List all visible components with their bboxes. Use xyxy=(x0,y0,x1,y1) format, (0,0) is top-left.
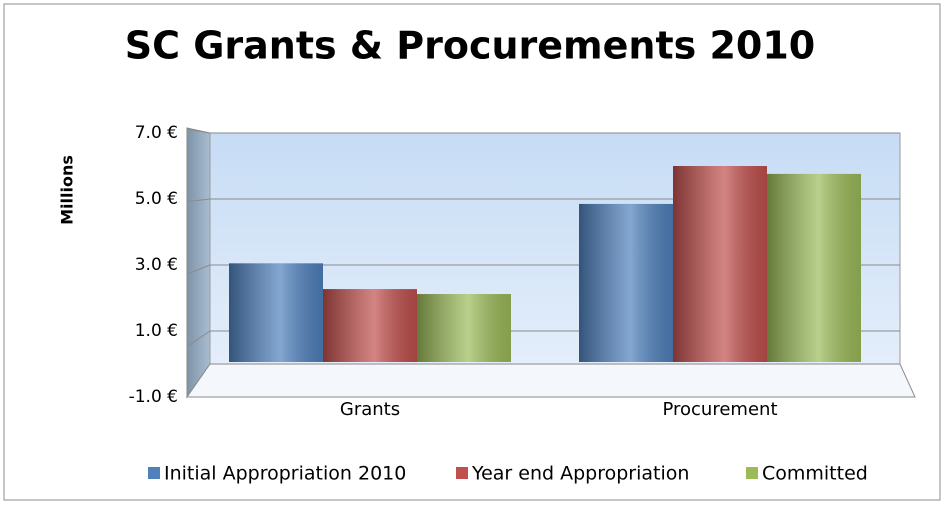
bar-group xyxy=(417,294,511,362)
legend-label: Committed xyxy=(762,463,868,485)
left-wall xyxy=(186,127,211,399)
legend-swatch xyxy=(456,467,468,479)
bar-shade xyxy=(417,294,511,362)
grid-line-side xyxy=(186,198,211,203)
bar-group xyxy=(673,166,767,362)
x-tick-label: Procurement xyxy=(662,399,777,420)
floor xyxy=(186,363,916,398)
grid-line-side xyxy=(186,330,211,348)
bar-group xyxy=(767,173,861,362)
grid-line-side xyxy=(186,264,211,275)
legend-swatch xyxy=(746,467,758,479)
y-tick-label: 1.0 € xyxy=(135,321,178,341)
chart-title: SC Grants & Procurements 2010 xyxy=(125,24,815,68)
legend-swatch xyxy=(148,467,160,479)
y-axis-label: Millions xyxy=(58,155,77,225)
bar-shade xyxy=(579,203,673,362)
bar-shade xyxy=(323,289,417,362)
y-tick-label: -1.0 € xyxy=(129,387,178,407)
y-tick-label: 3.0 € xyxy=(135,255,178,275)
bar-group xyxy=(229,263,323,362)
y-tick-label: 7.0 € xyxy=(135,123,178,143)
grid-line-side xyxy=(186,128,211,134)
bar-group xyxy=(323,289,417,362)
legend-label: Year end Appropriation xyxy=(471,463,689,485)
bar-shade xyxy=(767,173,861,362)
bar-shade xyxy=(673,166,767,362)
x-tick-label: Grants xyxy=(340,399,400,420)
y-tick-label: 5.0 € xyxy=(135,189,178,209)
bar-shade xyxy=(229,263,323,362)
legend-label: Initial Appropriation 2010 xyxy=(164,463,406,485)
bar-group xyxy=(579,203,673,362)
